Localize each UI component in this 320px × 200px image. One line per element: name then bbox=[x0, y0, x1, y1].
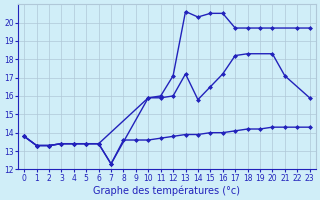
X-axis label: Graphe des températures (°c): Graphe des températures (°c) bbox=[93, 185, 240, 196]
